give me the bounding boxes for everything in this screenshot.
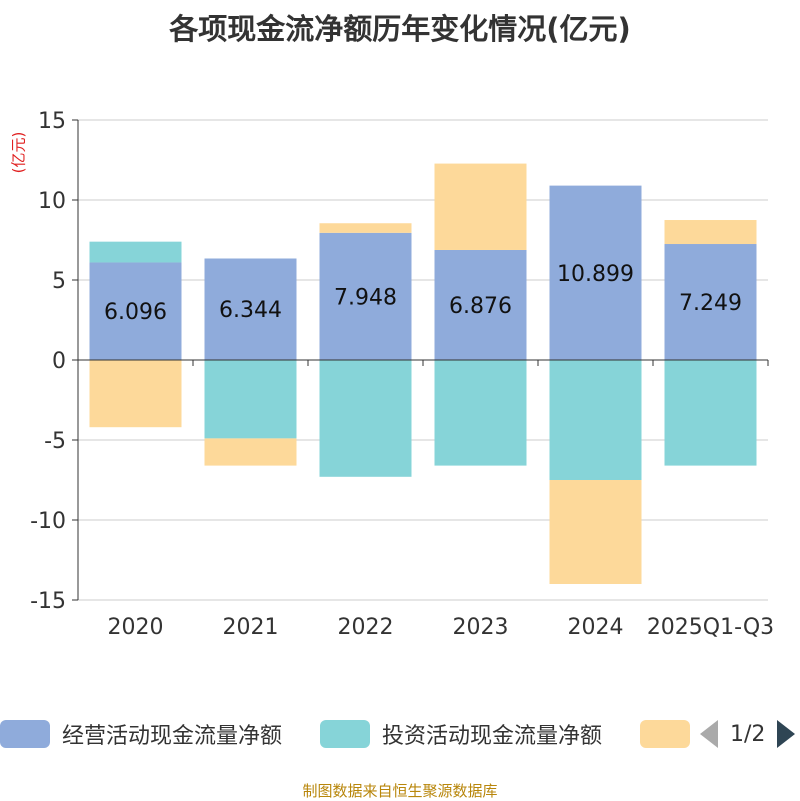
legend-swatch-operating bbox=[0, 720, 50, 748]
y-tick-label: -5 bbox=[44, 429, 66, 454]
data-labels: 6.096 6.344 7.948 6.876 10.899 7.249 bbox=[104, 262, 742, 325]
bar-series-2-2020 bbox=[89, 360, 182, 428]
legend-label-operating: 经营活动现金流量净额 bbox=[62, 724, 283, 749]
data-source-footer: 制图数据来自恒生聚源数据库 bbox=[302, 782, 498, 800]
data-label: 6.876 bbox=[449, 294, 512, 319]
bar-series-0-2021 bbox=[204, 258, 297, 360]
prev-page-icon[interactable] bbox=[700, 720, 718, 748]
bar-chart: 15 10 5 0 -5 -10 -15 2020 2021 2022 2023 2024 2025Q1… bbox=[30, 109, 774, 640]
legend-pager: 1/2 bbox=[700, 716, 796, 752]
grid-lines bbox=[78, 119, 768, 601]
legend-item-operating[interactable]: 经营活动现金流量净额 bbox=[0, 716, 282, 752]
legend-page-indicator: 1/2 bbox=[730, 721, 766, 747]
bar-series-2-2025Q1-Q3 bbox=[664, 220, 757, 245]
bar-series-0-2025Q1-Q3 bbox=[664, 244, 757, 360]
x-tick-label: 2021 bbox=[223, 615, 279, 640]
bar-series-1-2024 bbox=[549, 360, 642, 480]
data-label: 7.948 bbox=[334, 285, 397, 310]
bar-series-2-2023 bbox=[434, 163, 527, 250]
x-tick-label: 2025Q1-Q3 bbox=[647, 615, 774, 640]
bars bbox=[89, 163, 757, 584]
legend-item-financing[interactable] bbox=[640, 716, 690, 752]
legend-item-investing[interactable]: 投资活动现金流量净额 bbox=[320, 716, 602, 752]
y-tick-label: -10 bbox=[30, 509, 66, 534]
data-label: 6.344 bbox=[219, 298, 282, 323]
y-tick-label: 10 bbox=[38, 189, 66, 214]
y-tick-label: 0 bbox=[52, 349, 66, 374]
x-tick-label: 2024 bbox=[568, 615, 624, 640]
legend-swatch-investing bbox=[320, 720, 370, 748]
legend-label-investing: 投资活动现金流量净额 bbox=[382, 724, 603, 749]
data-label: 6.096 bbox=[104, 300, 167, 325]
bar-series-0-2024 bbox=[549, 185, 642, 360]
bar-series-2-2024 bbox=[549, 480, 642, 584]
bar-series-0-2022 bbox=[319, 232, 412, 360]
bar-series-0-2023 bbox=[434, 249, 527, 360]
legend: 经营活动现金流量净额 投资活动现金流量净额 bbox=[0, 716, 800, 756]
bar-series-1-2020 bbox=[89, 241, 182, 263]
y-tick-label: 5 bbox=[52, 269, 66, 294]
x-tick-label: 2020 bbox=[108, 615, 164, 640]
data-label: 10.899 bbox=[557, 262, 634, 287]
axes: 15 10 5 0 -5 -10 -15 2020 2021 2022 2023 2024 2025Q1… bbox=[30, 109, 774, 640]
chart-title: 各项现金流净额历年变化情况(亿元) bbox=[169, 12, 631, 46]
x-tick-label: 2023 bbox=[453, 615, 509, 640]
bar-series-2-2021 bbox=[204, 438, 297, 466]
bar-series-1-2023 bbox=[434, 360, 527, 466]
bar-series-0-2020 bbox=[89, 262, 182, 360]
x-tick-label: 2022 bbox=[338, 615, 394, 640]
bar-series-1-2022 bbox=[319, 360, 412, 477]
bar-series-2-2022 bbox=[319, 223, 412, 233]
y-tick-label: -15 bbox=[30, 589, 66, 614]
bar-series-1-2021 bbox=[204, 360, 297, 439]
data-label: 7.249 bbox=[679, 291, 742, 316]
y-tick-label: 15 bbox=[38, 109, 66, 134]
bar-series-1-2025Q1-Q3 bbox=[664, 360, 757, 466]
next-page-icon[interactable] bbox=[777, 720, 796, 748]
legend-swatch-financing bbox=[640, 720, 690, 748]
